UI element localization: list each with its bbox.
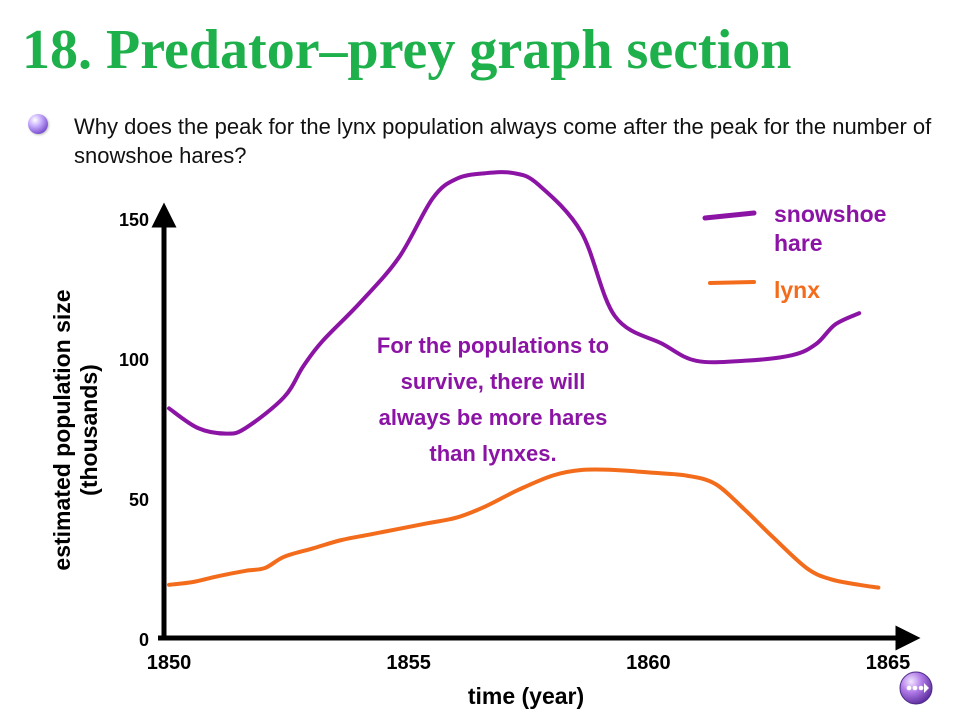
y-tick-label: 0 [139, 630, 149, 650]
x-tick-label: 1860 [626, 652, 671, 674]
x-axis-label: time (year) [468, 683, 584, 709]
annotation-line: always be more hares [379, 405, 608, 430]
series-layer [167, 170, 881, 590]
slide-title: 18. Predator–prey graph section [22, 19, 792, 81]
series-line-snowshoe-hare [167, 170, 862, 436]
annotation-line: than lynxes. [429, 441, 556, 466]
series-line-lynx [167, 467, 881, 590]
bullet-orb-icon [28, 114, 48, 134]
question-text: Why does the peak for the lynx populatio… [74, 114, 932, 168]
legend-label-lynx: lynx [774, 277, 820, 303]
x-tick-label: 1865 [866, 652, 911, 674]
y-axis-unit-label: (thousands) [76, 364, 102, 496]
annotation-line: survive, there will [401, 369, 586, 394]
legend-label-snowshoe-hare-line1: snowshoe [774, 201, 886, 227]
chart-annotation: For the populations to survive, there wil… [377, 333, 609, 466]
legend: snowshoe hare lynx [702, 201, 893, 303]
legend-swatch-snowshoe-hare [702, 210, 757, 221]
x-tick-label: 1850 [147, 652, 192, 674]
legend-label-snowshoe-hare-line2: hare [774, 230, 823, 256]
y-tick-labels: 0 50 100 150 [119, 210, 149, 650]
y-tick-label: 150 [119, 210, 149, 230]
y-tick-label: 50 [129, 490, 149, 510]
legend-label-snowshoe-hare: snowshoe hare [774, 201, 893, 256]
y-tick-label: 100 [119, 350, 149, 370]
legend-swatch-lynx [708, 280, 756, 285]
ellipsis-forward-icon[interactable] [898, 670, 934, 711]
x-tick-label: 1855 [386, 652, 431, 674]
y-axis-label: estimated population size [49, 289, 75, 570]
annotation-line: For the populations to [377, 333, 609, 358]
x-tick-labels: 1850 1855 1860 1865 [147, 652, 911, 674]
